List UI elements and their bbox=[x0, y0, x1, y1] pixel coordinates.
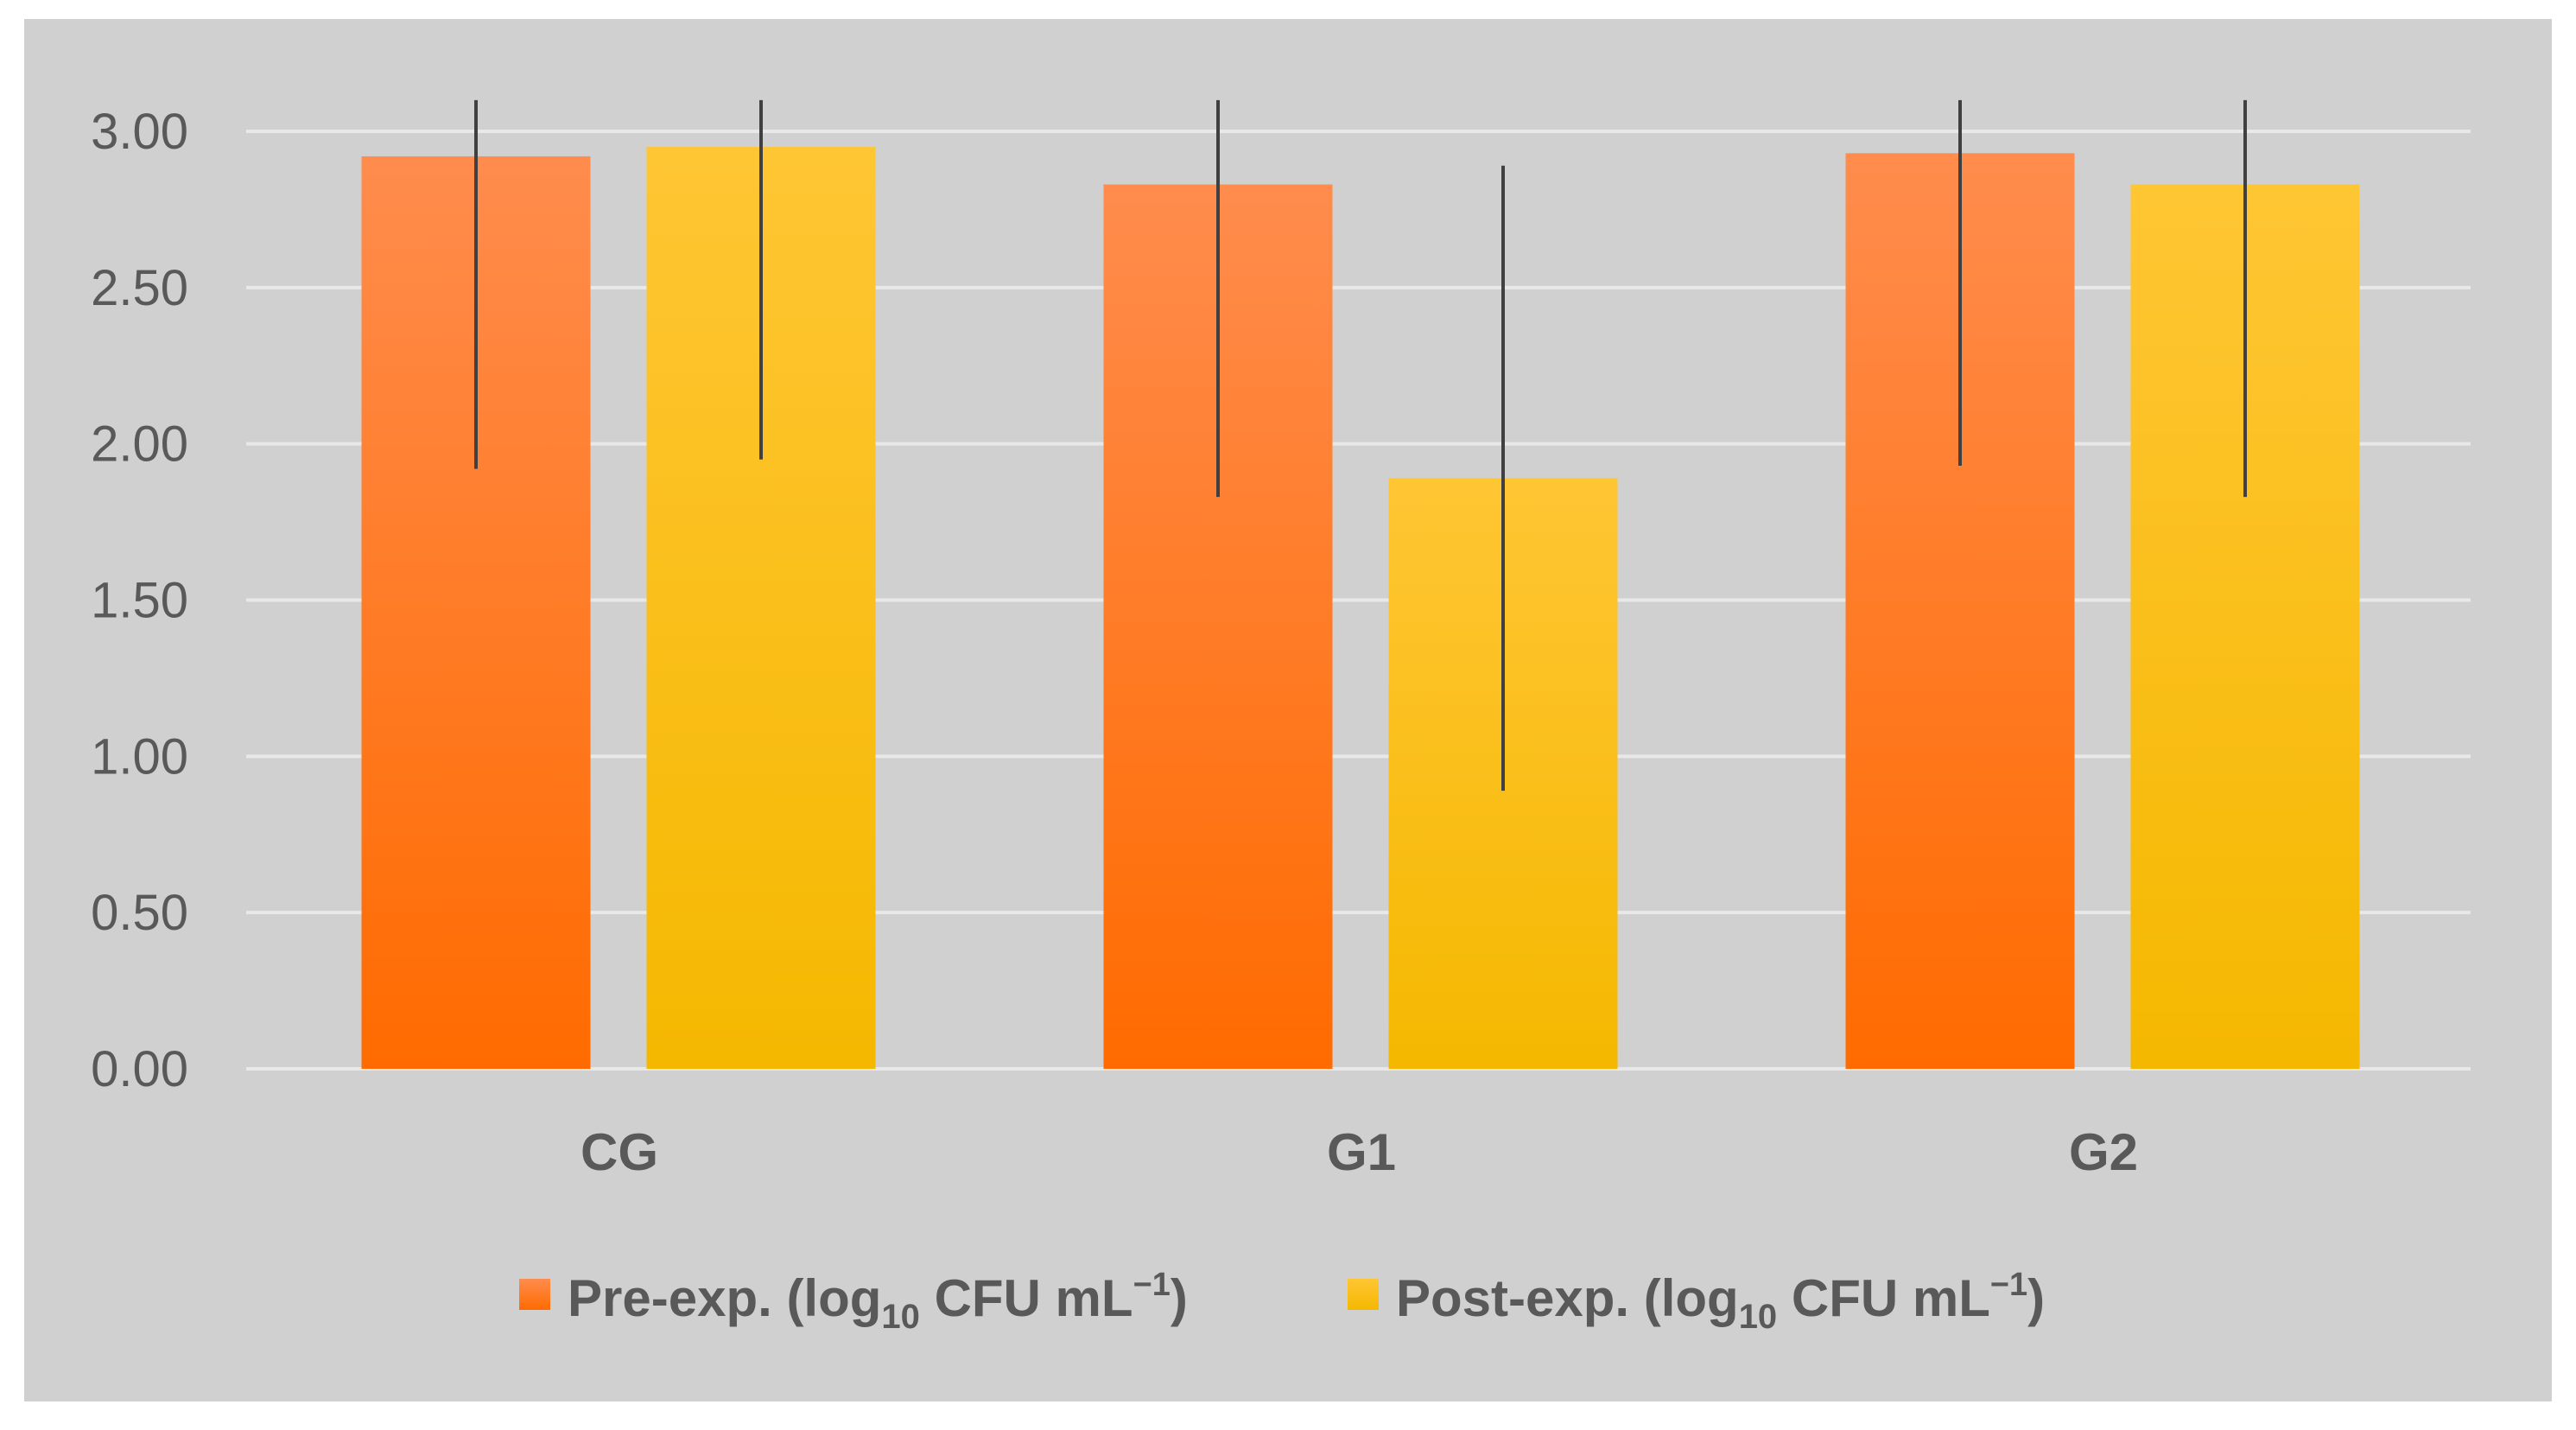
x-category-label: CG bbox=[581, 1123, 658, 1181]
y-tick-label: 3.00 bbox=[91, 104, 188, 160]
y-axis-ticks: 0.00 0.50 1.00 1.50 2.00 2.50 3.00 bbox=[91, 104, 188, 1097]
error-bars bbox=[474, 99, 2247, 791]
y-tick-label: 1.50 bbox=[91, 573, 188, 629]
x-category-label: G2 bbox=[2069, 1123, 2138, 1181]
y-tick-label: 0.50 bbox=[91, 885, 188, 941]
x-category-label: G1 bbox=[1327, 1123, 1396, 1181]
y-tick-label: 0.00 bbox=[91, 1041, 188, 1097]
grid-lines bbox=[246, 130, 2471, 1071]
legend-swatch-pre bbox=[519, 1279, 550, 1310]
y-tick-label: 2.00 bbox=[91, 416, 188, 473]
legend-label-post: Post-exp. (log10 CFU mL−1) bbox=[1396, 1267, 2045, 1336]
legend-swatch-post bbox=[1348, 1279, 1379, 1310]
y-tick-label: 2.50 bbox=[91, 260, 188, 316]
legend-label-pre: Pre-exp. (log10 CFU mL−1) bbox=[568, 1267, 1188, 1336]
y-tick-label: 1.00 bbox=[91, 728, 188, 785]
legend: Pre-exp. (log10 CFU mL−1) Post-exp. (log… bbox=[519, 1267, 2045, 1336]
x-axis-categories: CG G1 G2 bbox=[581, 1123, 2138, 1181]
